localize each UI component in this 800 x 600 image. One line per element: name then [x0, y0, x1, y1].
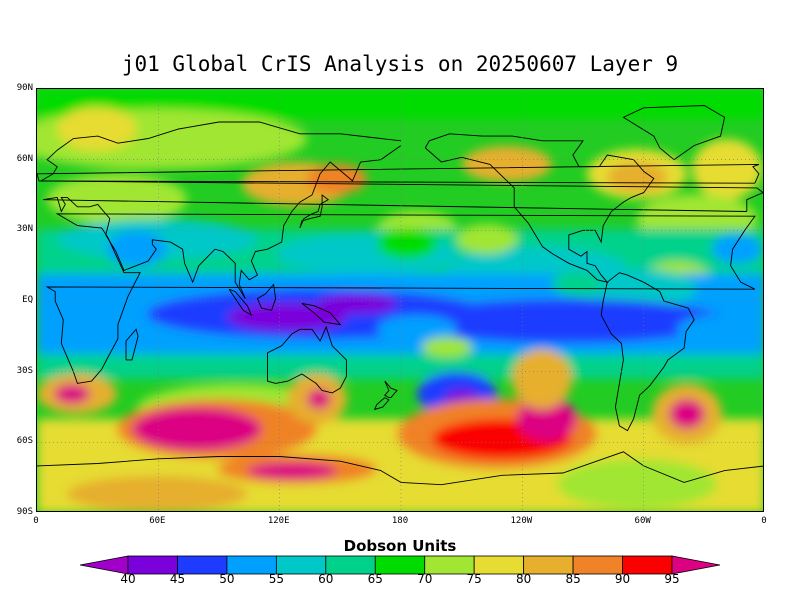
lat-tick-label: 90S: [16, 507, 33, 517]
antarctica-coastline: [37, 451, 763, 486]
lon-tick-label: 60W: [634, 516, 651, 526]
chart-title: j01 Global CrIS Analysis on 20250607 Lay…: [121, 52, 679, 76]
colorbar-label: Dobson Units: [343, 537, 457, 555]
ozone-contour-gold: [512, 349, 572, 409]
colorbar-tick-label: 95: [664, 572, 680, 586]
ozone-contour-gold: [67, 476, 247, 511]
ozone-contour-green: [377, 229, 437, 259]
colorbar-tick-label: 75: [466, 572, 482, 586]
japan-coastline: [299, 194, 330, 229]
lat-tick-label: 60N: [16, 153, 33, 164]
colorbar-tick-label: 60: [318, 572, 334, 586]
ozone-contour-sky: [677, 315, 757, 343]
colorbar-tick-label: 85: [565, 572, 581, 586]
asia-east-coastline: [43, 145, 747, 299]
coastlines: [37, 105, 763, 486]
africa-coastline: [45, 213, 756, 384]
colorbar-tick-label: 45: [169, 572, 186, 586]
ozone-contour-gold: [462, 146, 552, 182]
lon-tick-label: 0: [33, 516, 39, 526]
lat-tick-label: 30N: [16, 224, 33, 235]
new-zealand-coastline: [384, 380, 398, 399]
new-zealand-south-coastline: [373, 397, 390, 411]
ozone-contour-magenta: [132, 407, 262, 451]
ozone-contour-lime: [47, 174, 187, 224]
colorbar-tick-label: 90: [614, 572, 631, 586]
lat-lon-grid: [37, 89, 763, 511]
uk-coastline: [37, 163, 760, 184]
madagascar-coastline: [125, 328, 139, 361]
lon-tick-label: 180: [391, 516, 409, 526]
ozone-contour-sky: [107, 231, 167, 267]
ozone-contour-sky: [377, 315, 457, 343]
ozone-contour-magenta: [517, 397, 577, 441]
ozone-contour-lime: [557, 459, 717, 509]
ozone-contour-violet: [317, 294, 397, 314]
ozone-contour-violet: [227, 303, 347, 331]
colorbar-tick-label: 50: [219, 572, 235, 586]
ozone-contour-magenta: [54, 384, 90, 404]
colorbar-high-arrow: [671, 555, 720, 575]
lat-tick-label: EQ: [22, 295, 33, 305]
colorbar-tick-label: 80: [515, 572, 532, 586]
lon-tick-label: 60E: [149, 516, 166, 526]
greenland-coastline: [622, 105, 726, 161]
ozone-contour-blue: [407, 299, 727, 343]
new-guinea-coastline: [301, 302, 342, 326]
lon-tick-label: 0: [761, 516, 767, 526]
europe-asia-coastline: [39, 121, 763, 212]
lon-tick-label: 120E: [267, 516, 290, 526]
map-panel: [36, 88, 764, 512]
borneo-coastline: [256, 283, 277, 311]
ozone-contour-magenta: [247, 462, 337, 480]
lat-tick-label: 90N: [16, 83, 33, 93]
lon-tick-label: 120W: [510, 516, 533, 526]
lat-tick-label: 60S: [16, 436, 33, 447]
colorbar-tick-label: 70: [417, 572, 433, 586]
ozone-contour-yellow: [692, 139, 762, 199]
ozone-contour-teal: [552, 272, 602, 296]
ozone-map: [37, 89, 763, 511]
colorbar: [80, 555, 720, 575]
australia-coastline: [267, 325, 347, 394]
ozone-contour-magenta: [307, 389, 331, 409]
ozone-contour-lime: [422, 337, 472, 357]
ozone-contour-yellow: [57, 107, 137, 151]
ozone-contour-yellow: [337, 476, 577, 511]
colorbar-tick-label: 65: [367, 572, 383, 586]
colorbar-tick-label: 55: [268, 572, 284, 586]
sumatra-coastline: [228, 288, 253, 317]
ozone-contour-magenta: [669, 399, 705, 429]
ozone-contour-sky: [712, 234, 762, 264]
colorbar-tick-label: 40: [120, 572, 136, 586]
south-america-coastline: [600, 272, 695, 432]
ozone-field-contours: [37, 89, 763, 511]
lat-tick-label: 30S: [16, 365, 33, 376]
ozone-contour-gold: [607, 162, 667, 192]
ozone-contour-lime: [457, 224, 517, 254]
